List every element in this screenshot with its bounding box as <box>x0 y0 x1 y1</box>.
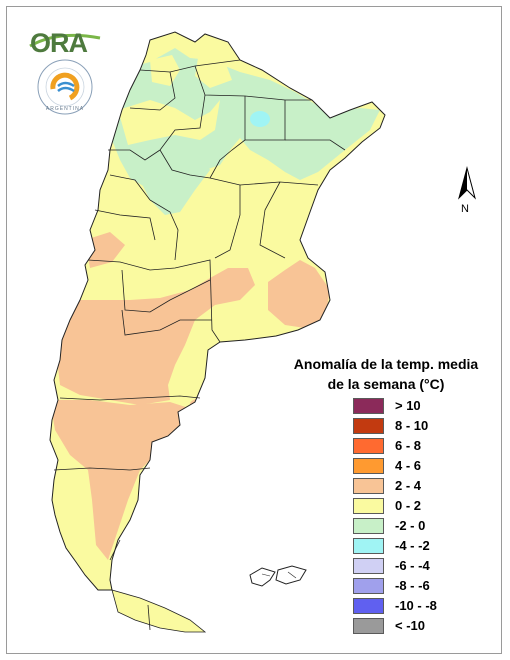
legend-item: 2 - 4 <box>353 478 493 498</box>
legend-swatch <box>353 458 384 474</box>
legend-label: -10 - -8 <box>395 598 437 613</box>
legend-swatch <box>353 518 384 534</box>
legend-item: 6 - 8 <box>353 438 493 458</box>
legend-title-line1: Anomalía de la temp. media <box>293 356 479 372</box>
legend-item: -6 - -4 <box>353 558 493 578</box>
legend-title: Anomalía de la temp. media de la semana … <box>286 354 486 394</box>
legend-item: 8 - 10 <box>353 418 493 438</box>
legend-label: -2 - 0 <box>395 518 426 533</box>
legend-swatch <box>353 438 384 454</box>
ora-logo-swoosh <box>29 33 101 48</box>
legend-item: -10 - -8 <box>353 598 493 618</box>
legend-item: > 10 <box>353 398 493 418</box>
legend-swatch <box>353 418 384 434</box>
legend-item: -2 - 0 <box>353 518 493 538</box>
legend-label: 4 - 6 <box>395 458 422 473</box>
smn-seal-logo <box>37 59 93 115</box>
legend-item: < -10 <box>353 618 493 638</box>
legend-swatch <box>353 618 384 634</box>
legend-swatch <box>353 558 384 574</box>
legend-swatch <box>353 478 384 494</box>
legend-item: -4 - -2 <box>353 538 493 558</box>
legend-title-line2: de la semana (°C) <box>327 376 445 392</box>
legend-swatch <box>353 538 384 554</box>
legend-label: -4 - -2 <box>395 538 430 553</box>
legend-item: 0 - 2 <box>353 498 493 518</box>
seal-caption: ARGENTINA <box>45 106 85 112</box>
north-label: N <box>461 203 469 215</box>
legend-swatch <box>353 498 384 514</box>
legend-item: -8 - -6 <box>353 578 493 598</box>
legend-label: 8 - 10 <box>395 418 429 433</box>
legend-swatch <box>353 578 384 594</box>
legend-swatch <box>353 598 384 614</box>
legend-item: 4 - 6 <box>353 458 493 478</box>
legend-swatch <box>353 398 384 414</box>
legend-label: < -10 <box>395 618 425 633</box>
legend-label: -6 - -4 <box>395 558 430 573</box>
legend-label: 0 - 2 <box>395 498 422 513</box>
legend-label: 6 - 8 <box>395 438 422 453</box>
ora-logo-text: ORA <box>30 28 88 58</box>
legend-label: -8 - -6 <box>395 578 430 593</box>
legend-label: > 10 <box>395 398 421 413</box>
legend-label: 2 - 4 <box>395 478 422 493</box>
north-arrow-icon <box>458 166 476 200</box>
